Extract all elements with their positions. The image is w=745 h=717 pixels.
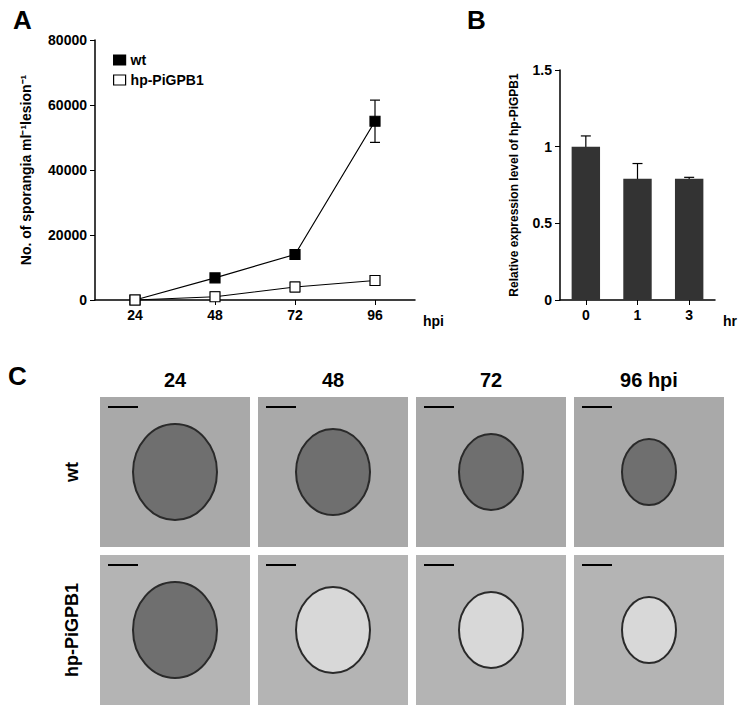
svg-text:60000: 60000 xyxy=(48,97,87,113)
svg-text:72: 72 xyxy=(287,307,303,323)
svg-text:24: 24 xyxy=(127,307,143,323)
svg-text:0: 0 xyxy=(544,292,552,308)
svg-text:96: 96 xyxy=(367,307,383,323)
svg-text:20000: 20000 xyxy=(48,227,87,243)
svg-text:1: 1 xyxy=(634,307,642,323)
svg-text:hr: hr xyxy=(723,313,738,329)
svg-text:80000: 80000 xyxy=(48,32,87,48)
svg-text:0: 0 xyxy=(582,307,590,323)
svg-text:A: A xyxy=(13,5,32,35)
svg-text:24: 24 xyxy=(164,369,187,391)
svg-text:48: 48 xyxy=(207,307,223,323)
svg-text:40000: 40000 xyxy=(48,162,87,178)
svg-text:hp-PiGPB1: hp-PiGPB1 xyxy=(131,72,204,88)
svg-text:96 hpi: 96 hpi xyxy=(620,369,678,391)
svg-text:C: C xyxy=(8,361,27,391)
svg-text:hpi: hpi xyxy=(423,313,444,329)
svg-text:0: 0 xyxy=(79,292,87,308)
svg-text:B: B xyxy=(467,5,486,35)
svg-text:1: 1 xyxy=(544,139,552,155)
svg-text:hp-PiGPB1: hp-PiGPB1 xyxy=(62,583,82,677)
svg-text:No. of sporangia ml⁻¹lesion⁻¹: No. of sporangia ml⁻¹lesion⁻¹ xyxy=(18,74,34,265)
svg-text:72: 72 xyxy=(480,369,502,391)
svg-text:3: 3 xyxy=(685,307,693,323)
svg-text:wt: wt xyxy=(62,462,82,483)
svg-text:wt: wt xyxy=(130,52,147,68)
svg-text:Relative expression level of h: Relative expression level of hp-PiGPB1 xyxy=(507,73,521,297)
svg-text:0.5: 0.5 xyxy=(533,215,553,231)
svg-text:48: 48 xyxy=(322,369,344,391)
svg-text:1.5: 1.5 xyxy=(533,62,553,78)
